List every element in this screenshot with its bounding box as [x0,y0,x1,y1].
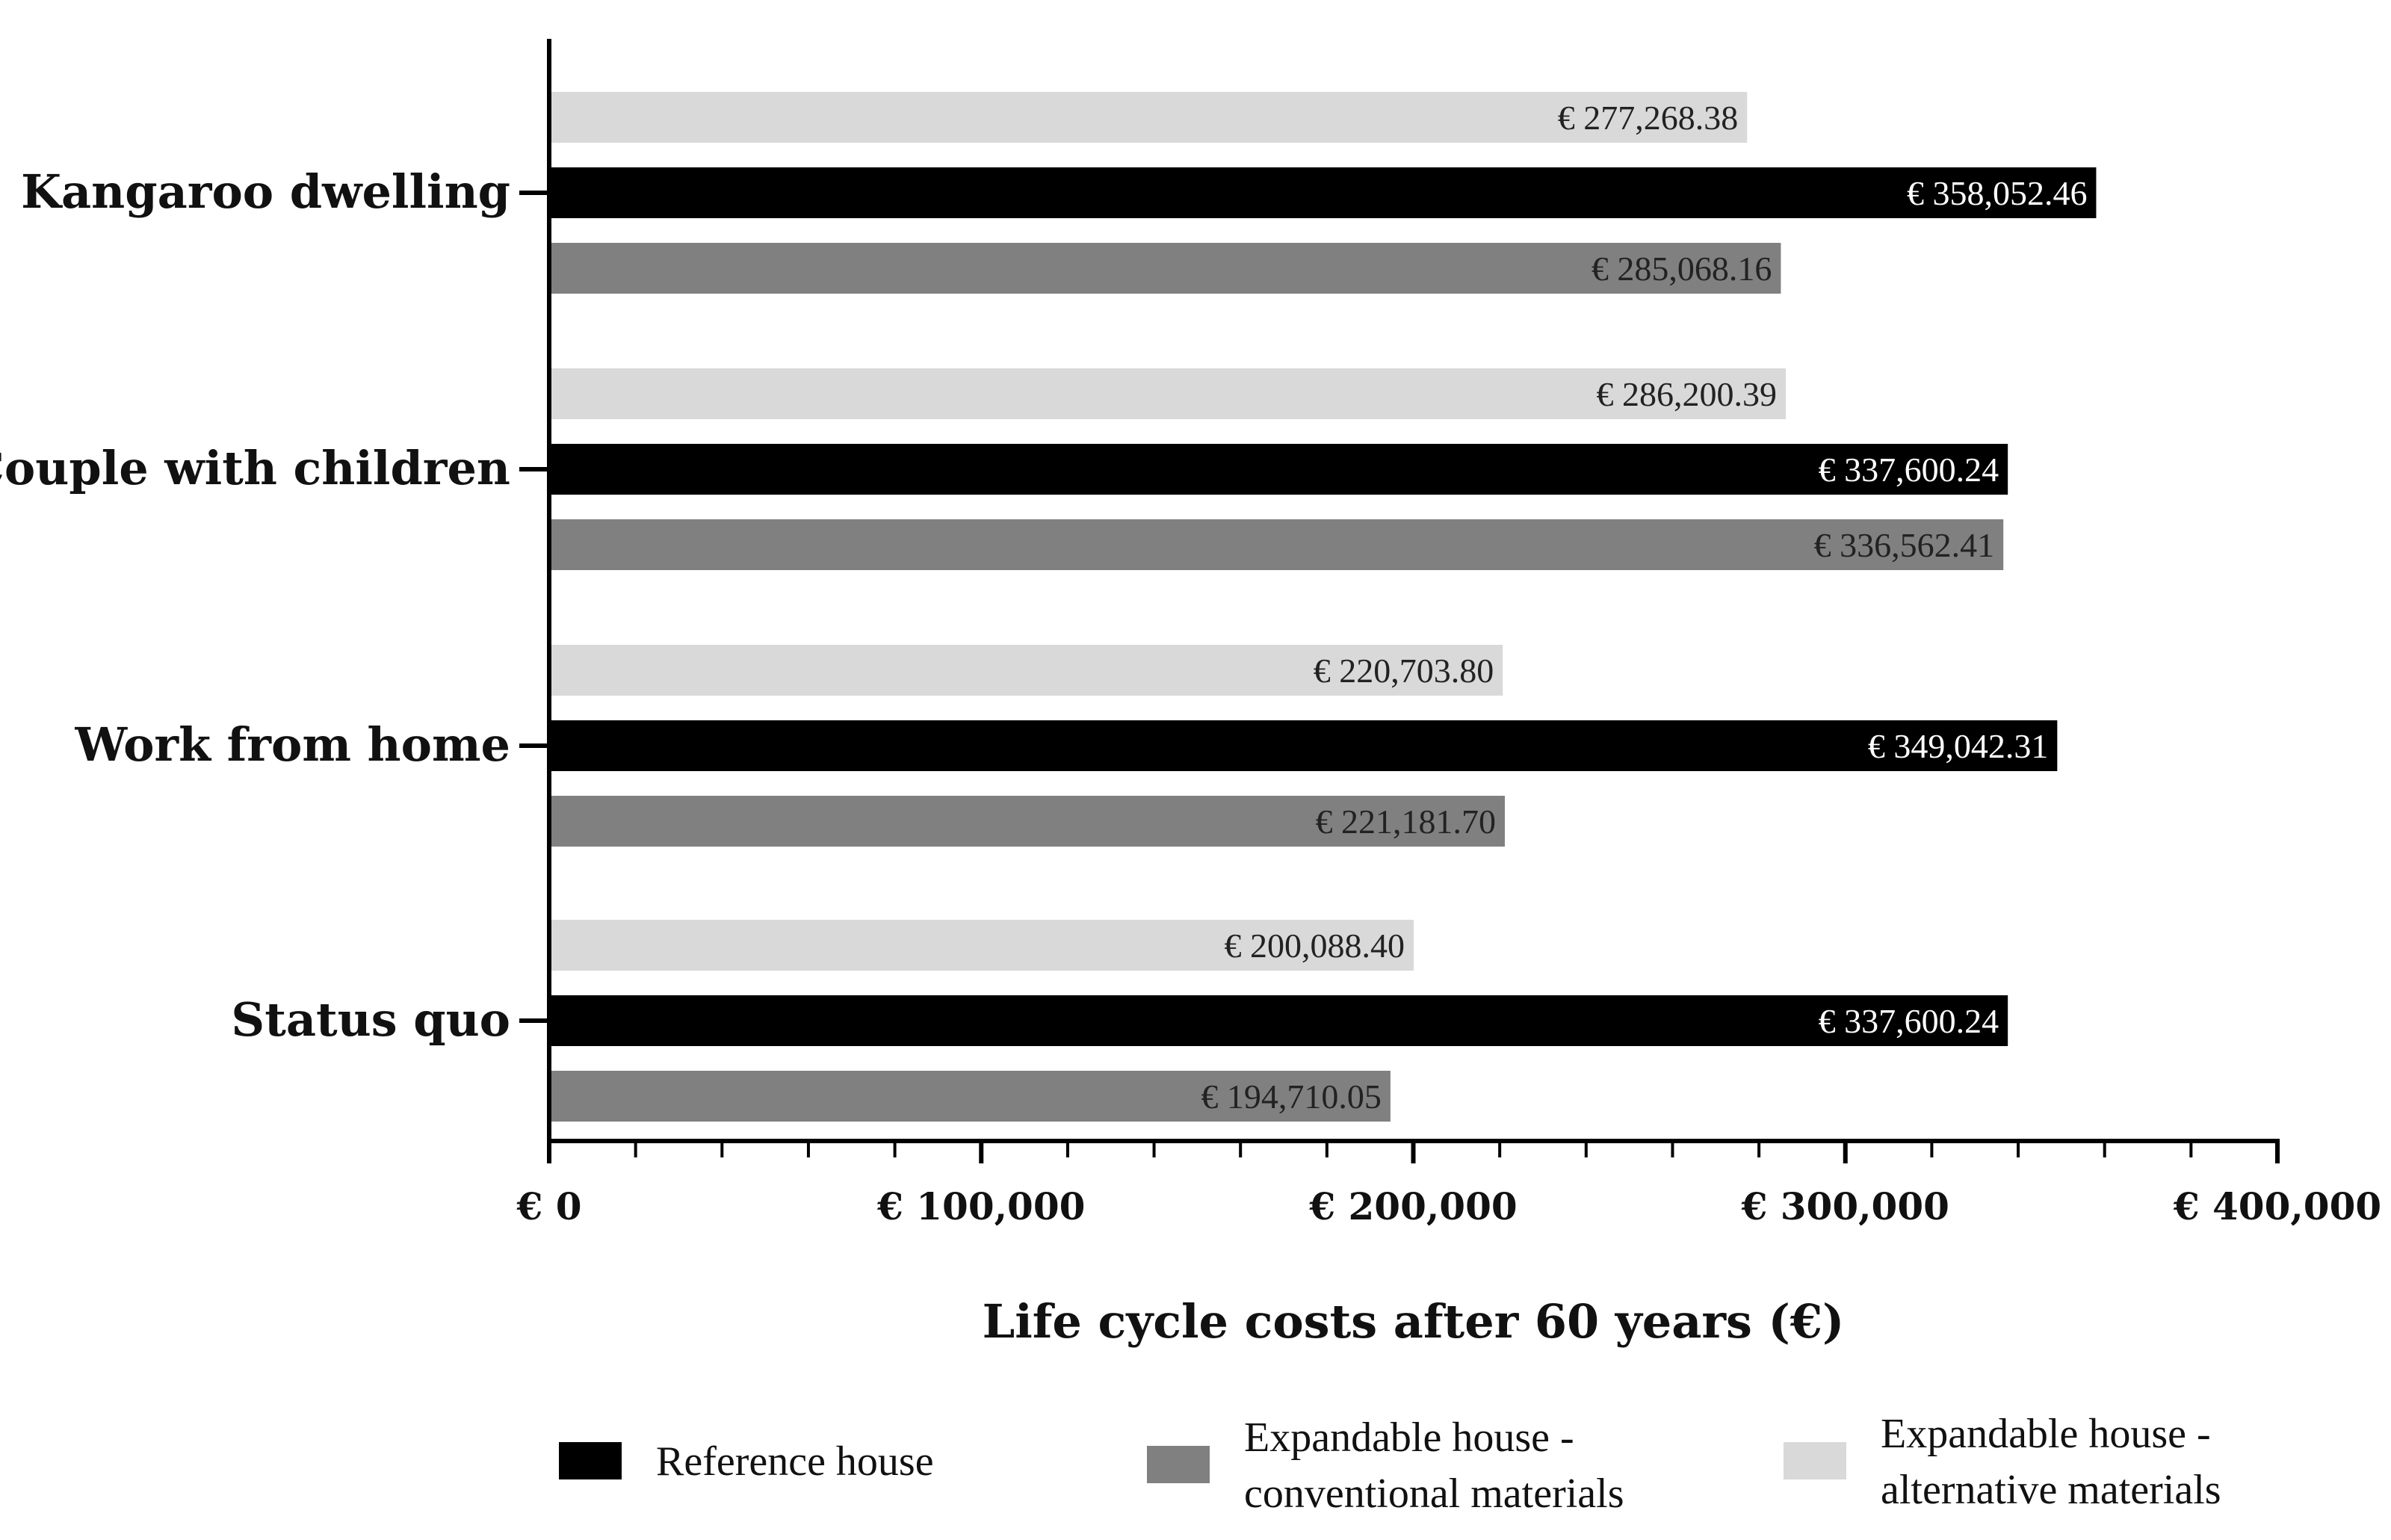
bar [549,243,1781,294]
bar [549,368,1786,419]
legend-label: Expandable house - [1881,1411,2211,1457]
bar [549,92,1748,143]
legend-swatch [559,1442,622,1479]
legend-swatch [1784,1442,1846,1479]
data-label: € 200,088.40 [1225,927,1405,965]
legend-swatch [1147,1446,1210,1483]
data-label: € 286,200.39 [1596,375,1777,413]
category-label: Status quo [231,992,510,1047]
data-label: € 220,703.80 [1314,652,1494,690]
x-tick-label: € 200,000 [1308,1184,1517,1228]
legend-label: conventional materials [1244,1471,1624,1517]
bar [549,444,2008,495]
x-tick-label: € 100,000 [876,1184,1085,1228]
data-label: € 285,068.16 [1592,250,1772,288]
category-label: Couple with children [0,441,510,495]
bar [549,1071,1391,1122]
category-label: Work from home [75,717,511,772]
data-label: € 349,042.31 [1868,727,2049,765]
legend-label: Expandable house - [1244,1414,1574,1461]
data-label: € 194,710.05 [1201,1077,1382,1116]
data-label: € 337,600.24 [1819,1002,1999,1040]
x-axis-title: Life cycle costs after 60 years (€) [983,1294,1845,1349]
legend-label: Reference house [656,1438,934,1485]
data-label: € 336,562.41 [1814,526,1995,564]
bar [549,796,1505,847]
bar [549,519,2004,570]
data-label: € 358,052.46 [1907,174,2088,212]
data-label: € 337,600.24 [1819,451,1999,489]
bar [549,167,2097,218]
data-label: € 221,181.70 [1315,803,1496,841]
bar [549,645,1503,696]
bar [549,720,2058,771]
data-label: € 277,268.38 [1558,99,1739,137]
x-tick-label: € 400,000 [2173,1184,2381,1228]
category-label: Kangaroo dwelling [21,164,510,219]
legend-label: alternative materials [1881,1467,2221,1513]
bar [549,995,2008,1046]
bar [549,920,1414,971]
x-tick-label: € 0 [516,1184,582,1228]
x-tick-label: € 300,000 [1741,1184,1949,1228]
